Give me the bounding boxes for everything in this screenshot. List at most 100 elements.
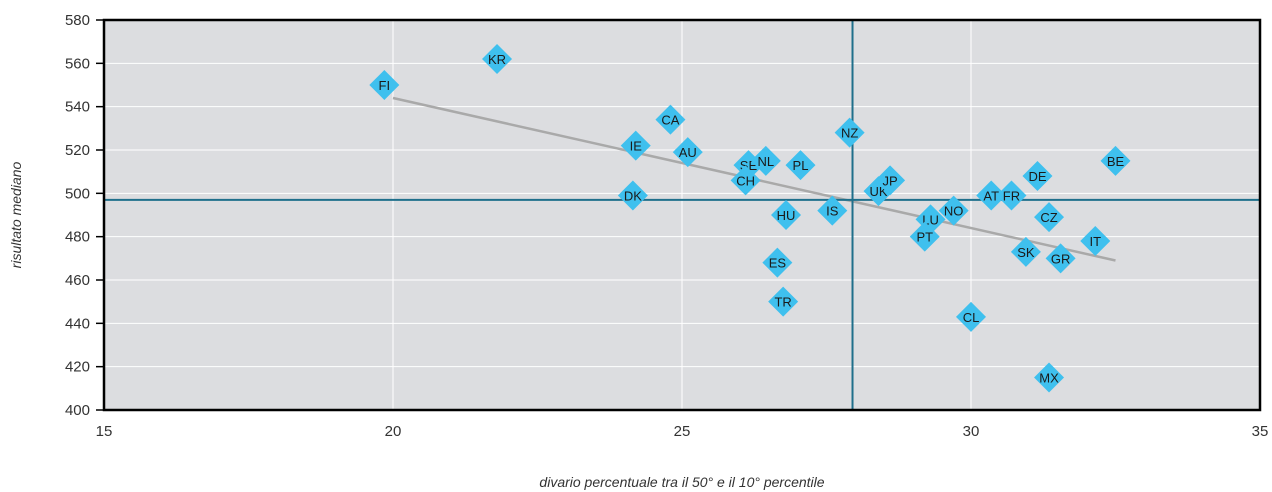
point-marker (1045, 243, 1076, 274)
data-point-be: BE (1100, 145, 1131, 176)
point-marker (730, 165, 761, 196)
point-marker (875, 165, 906, 196)
point-marker (1034, 362, 1065, 393)
point-label: FI (379, 78, 391, 93)
data-point-tr: TR (768, 286, 799, 317)
point-label: PT (916, 230, 933, 245)
data-point-nz: NZ (834, 117, 865, 148)
y-tick-label: 580 (65, 12, 90, 29)
data-point-it: IT (1080, 226, 1111, 256)
point-label: NL (757, 154, 774, 169)
point-marker (996, 180, 1027, 211)
point-label: KR (488, 52, 506, 67)
point-label: FR (1003, 189, 1020, 204)
data-point-es: ES (762, 247, 793, 278)
data-point-fr: FR (996, 180, 1027, 211)
point-marker (938, 195, 969, 226)
point-marker (1034, 202, 1065, 233)
plot-frame (102, 18, 1262, 412)
point-label: DK (624, 189, 642, 204)
point-label: NZ (841, 126, 858, 141)
reference-lines (104, 20, 1260, 410)
point-label: MX (1039, 371, 1059, 386)
point-label: GR (1051, 251, 1071, 266)
x-axis-title: divario percentuale tra il 50° e il 10° … (539, 474, 824, 490)
data-point-jp: JP (875, 165, 906, 196)
point-label: CZ (1040, 210, 1057, 225)
data-point-no: NO (938, 195, 969, 226)
data-point-mx: MX (1034, 362, 1065, 393)
x-tick-label: 35 (1252, 423, 1269, 440)
data-point-fi: FI (369, 70, 400, 100)
point-marker (762, 247, 793, 278)
point-label: SK (1017, 245, 1035, 260)
point-marker (909, 221, 940, 252)
x-tick-label: 20 (385, 423, 402, 440)
point-marker (620, 130, 651, 161)
point-marker (1022, 161, 1053, 191)
data-point-gr: GR (1045, 243, 1076, 274)
point-label: IT (1089, 234, 1101, 249)
point-marker (817, 195, 848, 226)
data-point-hu: HU (771, 200, 802, 230)
y-tick-label: 540 (65, 99, 90, 116)
data-point-cl: CL (956, 301, 986, 332)
point-marker (1010, 236, 1041, 267)
point-marker (672, 137, 703, 168)
y-tick-label: 460 (65, 272, 90, 289)
data-point-sk: SK (1010, 236, 1041, 267)
x-tick-label: 30 (963, 423, 980, 440)
point-marker (771, 200, 802, 230)
y-axis-title: risultato mediano (8, 161, 24, 268)
y-tick-label: 480 (65, 229, 90, 246)
data-point-de: DE (1022, 161, 1053, 191)
point-label: AU (679, 145, 697, 160)
point-marker (956, 301, 986, 332)
data-point-au: AU (672, 137, 703, 168)
y-tick-label: 500 (65, 185, 90, 202)
point-label: DE (1028, 169, 1046, 184)
point-label: TR (774, 295, 791, 310)
x-tick-label: 25 (674, 423, 691, 440)
y-axis-ticks: 400 420 440 460 480 500 520 540 560 580 (65, 12, 104, 419)
y-tick-label: 560 (65, 55, 90, 72)
point-marker (369, 70, 400, 100)
point-label: HU (777, 208, 796, 223)
data-point-cz: CZ (1034, 202, 1065, 233)
point-label: PL (793, 158, 809, 173)
point-label: NO (944, 204, 964, 219)
data-point-ca: CA (655, 104, 686, 135)
point-label: BE (1107, 154, 1125, 169)
data-point-ch: CH (730, 165, 761, 196)
data-point-ie: IE (620, 130, 651, 161)
data-point-pl: PL (785, 150, 816, 181)
point-marker (834, 117, 865, 148)
point-label: AT (983, 189, 999, 204)
data-point-is: IS (817, 195, 848, 226)
data-point-kr: KR (482, 44, 513, 74)
point-label: CA (661, 113, 679, 128)
point-marker (655, 104, 686, 135)
data-point-at: AT (976, 180, 1007, 211)
point-marker (750, 145, 781, 176)
y-tick-label: 400 (65, 402, 90, 419)
data-point-pt: PT (909, 221, 940, 252)
point-label: IE (630, 139, 643, 154)
point-label: CH (736, 173, 755, 188)
point-label: CL (963, 310, 980, 325)
x-tick-label: 15 (96, 423, 113, 440)
point-label: ES (769, 256, 787, 271)
point-marker (1100, 145, 1131, 176)
grid-lines (104, 20, 1260, 410)
point-marker (482, 44, 513, 74)
point-label: JP (882, 173, 897, 188)
data-point-dk: DK (617, 180, 648, 211)
point-marker (976, 180, 1007, 211)
point-marker (1080, 226, 1111, 256)
y-tick-label: 440 (65, 315, 90, 332)
point-label: IS (826, 204, 839, 219)
point-marker (785, 150, 816, 181)
y-tick-label: 420 (65, 359, 90, 376)
